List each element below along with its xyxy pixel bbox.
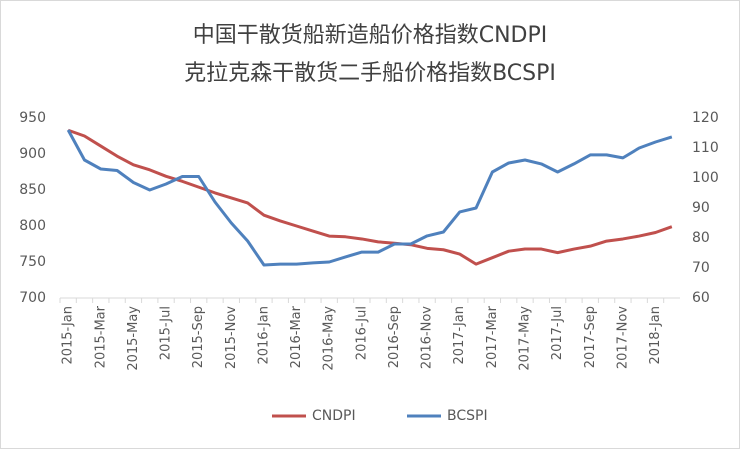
x-tick-label: 2015-Mar xyxy=(93,305,108,368)
y-tick-label: 950 xyxy=(19,110,46,126)
x-tick-label: 2016-Jul xyxy=(354,306,369,360)
x-tick-label: 2017-Jan xyxy=(452,306,467,365)
x-tick-label: 2017-Nov xyxy=(615,306,630,369)
y2-tick-label: 80 xyxy=(692,230,710,246)
y-tick-label: 900 xyxy=(19,146,46,162)
x-tick-label: 2016-May xyxy=(322,306,337,371)
y-tick-label: 750 xyxy=(19,254,46,270)
x-tick-label: 2015-May xyxy=(126,306,141,371)
y2-tick-label: 60 xyxy=(692,290,710,306)
x-tick-label: 2015-Sep xyxy=(191,306,206,368)
series-line xyxy=(66,129,673,267)
y2-tick-label: 70 xyxy=(692,260,710,276)
legend-label: BCSPI xyxy=(447,408,488,424)
x-tick-label: 2016-Sep xyxy=(387,306,402,368)
x-tick-label: 2018-Jan xyxy=(648,306,663,365)
x-tick-label: 2015-Jul xyxy=(159,306,174,360)
x-tick-label: 2015-Nov xyxy=(224,306,239,369)
series-line xyxy=(67,128,673,266)
x-tick-label: 2015-Jan xyxy=(61,306,76,365)
y-tick-label: 850 xyxy=(19,182,46,198)
chart-title: 克拉克森干散货二手船价格指数BCSPI xyxy=(184,61,556,86)
y2-tick-label: 100 xyxy=(692,170,719,186)
x-tick-label: 2016-Nov xyxy=(420,306,435,369)
y2-tick-label: 120 xyxy=(692,110,719,126)
x-tick-label: 2017-May xyxy=(518,306,533,371)
x-tick-label: 2017-Mar xyxy=(485,305,500,368)
y2-tick-label: 110 xyxy=(692,140,719,156)
y2-tick-label: 90 xyxy=(692,200,710,216)
chart-title: 中国干散货船新造船价格指数CNDPI xyxy=(193,23,548,48)
y-tick-label: 800 xyxy=(19,218,46,234)
x-tick-label: 2016-Mar xyxy=(289,305,304,368)
y-tick-label: 700 xyxy=(19,290,46,306)
x-tick-label: 2016-Jan xyxy=(256,306,271,365)
x-tick-label: 2017-Jul xyxy=(550,306,565,360)
legend-label: CNDPI xyxy=(312,408,356,424)
x-tick-label: 2017-Sep xyxy=(583,306,598,368)
